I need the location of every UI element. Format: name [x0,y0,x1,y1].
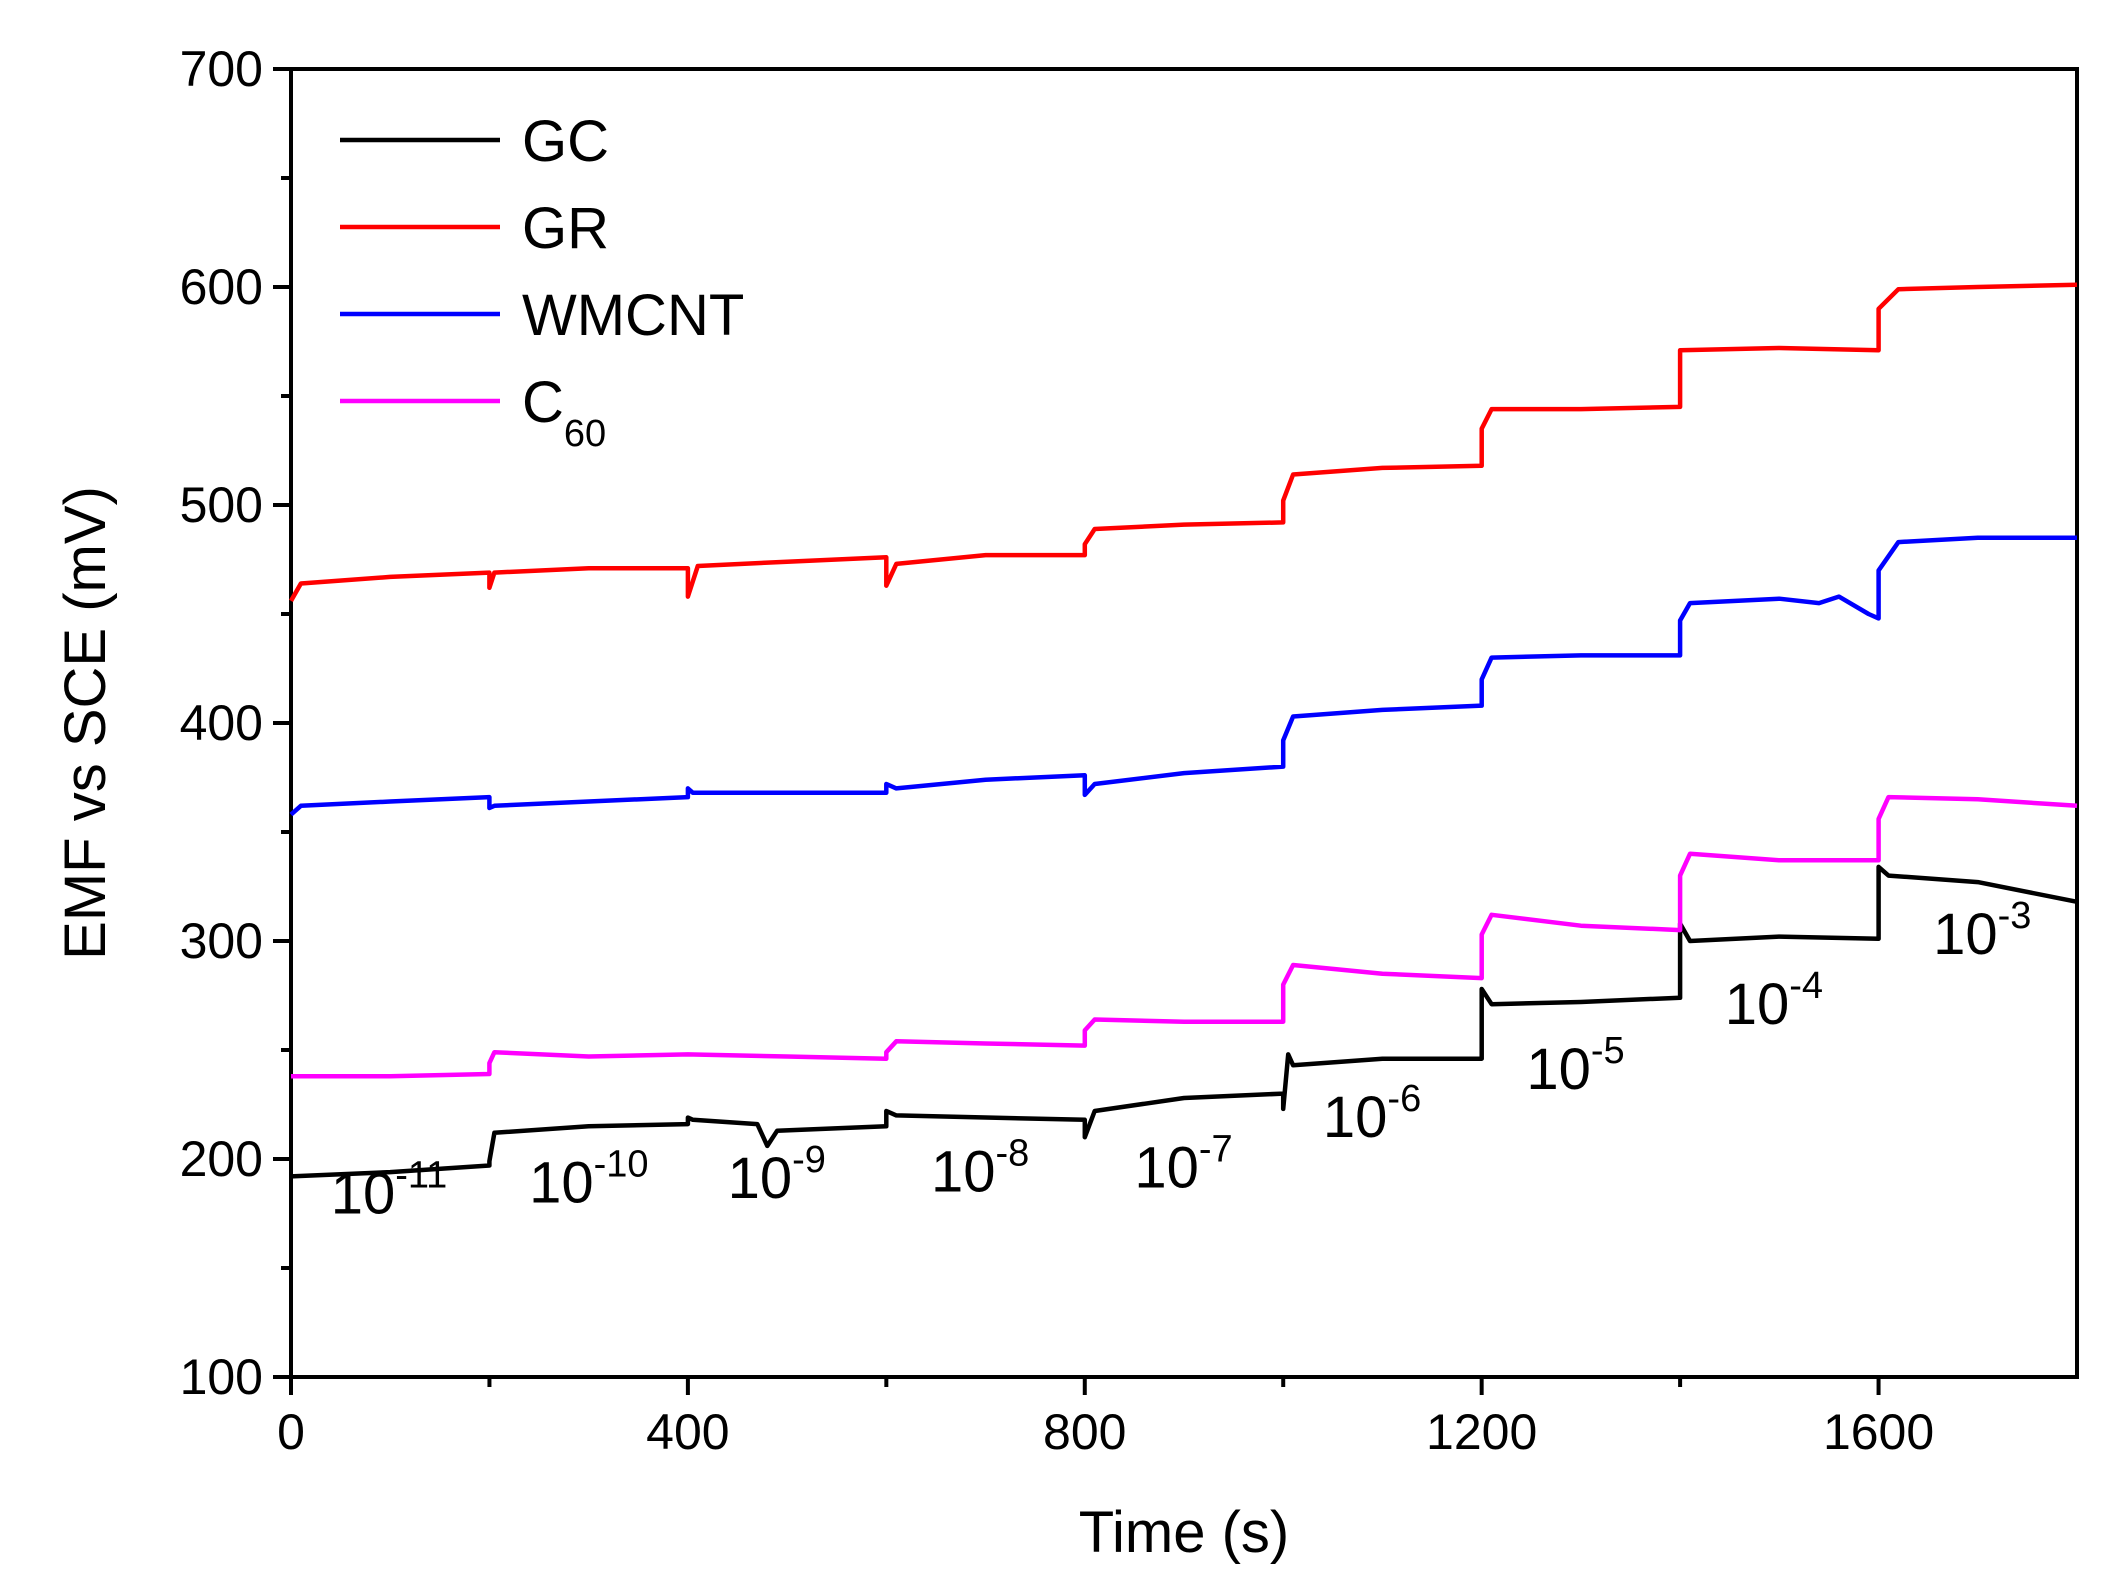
concentration-label: 10-3 [1933,895,2031,967]
series-line-c60 [291,794,2078,1079]
legend-label-gc: GC [522,109,609,174]
concentration-label: 10-9 [728,1139,826,1211]
series-lines [289,282,2078,1179]
y-tick-label: 600 [180,259,263,315]
concentration-label: 10-5 [1526,1030,1624,1102]
concentration-label: 10-6 [1323,1078,1421,1150]
concentration-label: 10-7 [1134,1128,1232,1200]
y-tick-label: 300 [180,913,263,969]
y-tick-label: 400 [180,695,263,751]
concentration-labels: 10-11 10-10 10-9 10-8 10-7 10-6 10-5 10-4 10-3 [331,895,2032,1226]
concentration-label: 10-11 [331,1155,448,1227]
y-tick-label: 200 [180,1131,263,1187]
x-tick-label: 1200 [1426,1404,1537,1460]
concentration-label: 10-4 [1725,965,1823,1037]
legend-label-c60: C60 [522,370,606,455]
x-tick-label: 0 [277,1404,305,1460]
y-tick-label: 500 [180,477,263,533]
legend: GC GR WMCNT C60 [340,109,744,455]
x-tick-label: 800 [1043,1404,1126,1460]
concentration-label: 10-10 [529,1144,648,1216]
legend-label-gr: GR [522,196,609,261]
series-line-gr [289,282,2078,603]
x-axis-title: Time (s) [1079,1500,1289,1565]
concentration-label: 10-8 [931,1133,1029,1205]
y-axis-title: EMF vs SCE (mV) [53,486,118,960]
x-tick-label: 1600 [1823,1404,1934,1460]
y-tick-label: 100 [180,1349,263,1405]
y-tick-label: 700 [180,41,263,97]
series-line-gc [290,864,2078,1179]
legend-label-wmcnt: WMCNT [522,283,744,348]
series-line-wmcnt [289,535,2077,817]
x-tick-label: 400 [646,1404,729,1460]
axes: 100 200 300 400 500 600 700 0 400 800 1200 1600 [180,41,2079,1460]
